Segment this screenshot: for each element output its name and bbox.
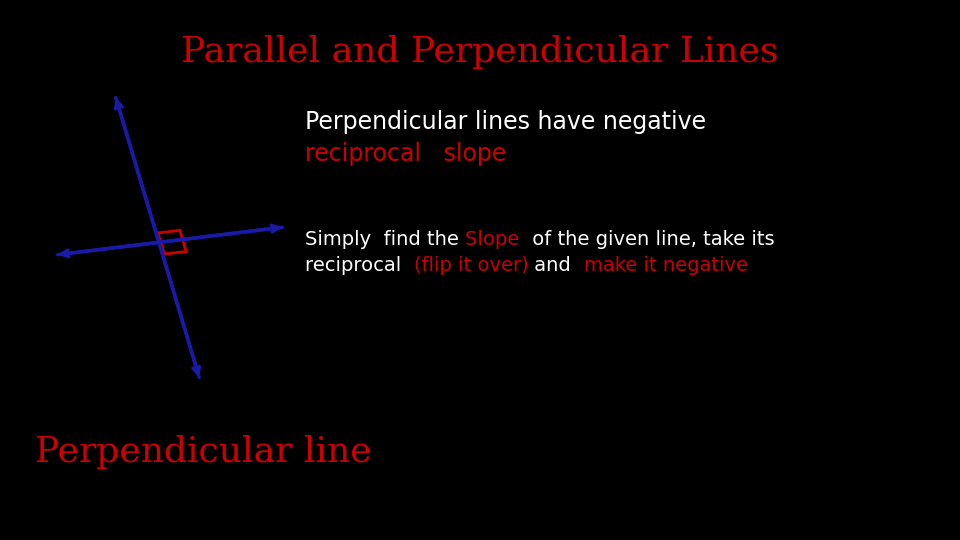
Text: reciprocal: reciprocal — [305, 256, 414, 275]
Text: Simply  find the: Simply find the — [305, 230, 466, 249]
Text: of the given line, take its: of the given line, take its — [526, 230, 775, 249]
Text: and: and — [529, 256, 584, 275]
Text: reciprocal   slope: reciprocal slope — [305, 142, 506, 166]
Text: Perpendicular line: Perpendicular line — [35, 435, 372, 469]
Text: make it negative: make it negative — [584, 256, 748, 275]
Text: (flip it over): (flip it over) — [414, 256, 529, 275]
Text: Slope: Slope — [466, 230, 526, 249]
Text: Parallel and Perpendicular Lines: Parallel and Perpendicular Lines — [181, 35, 779, 69]
Text: Perpendicular lines have negative: Perpendicular lines have negative — [305, 110, 707, 134]
